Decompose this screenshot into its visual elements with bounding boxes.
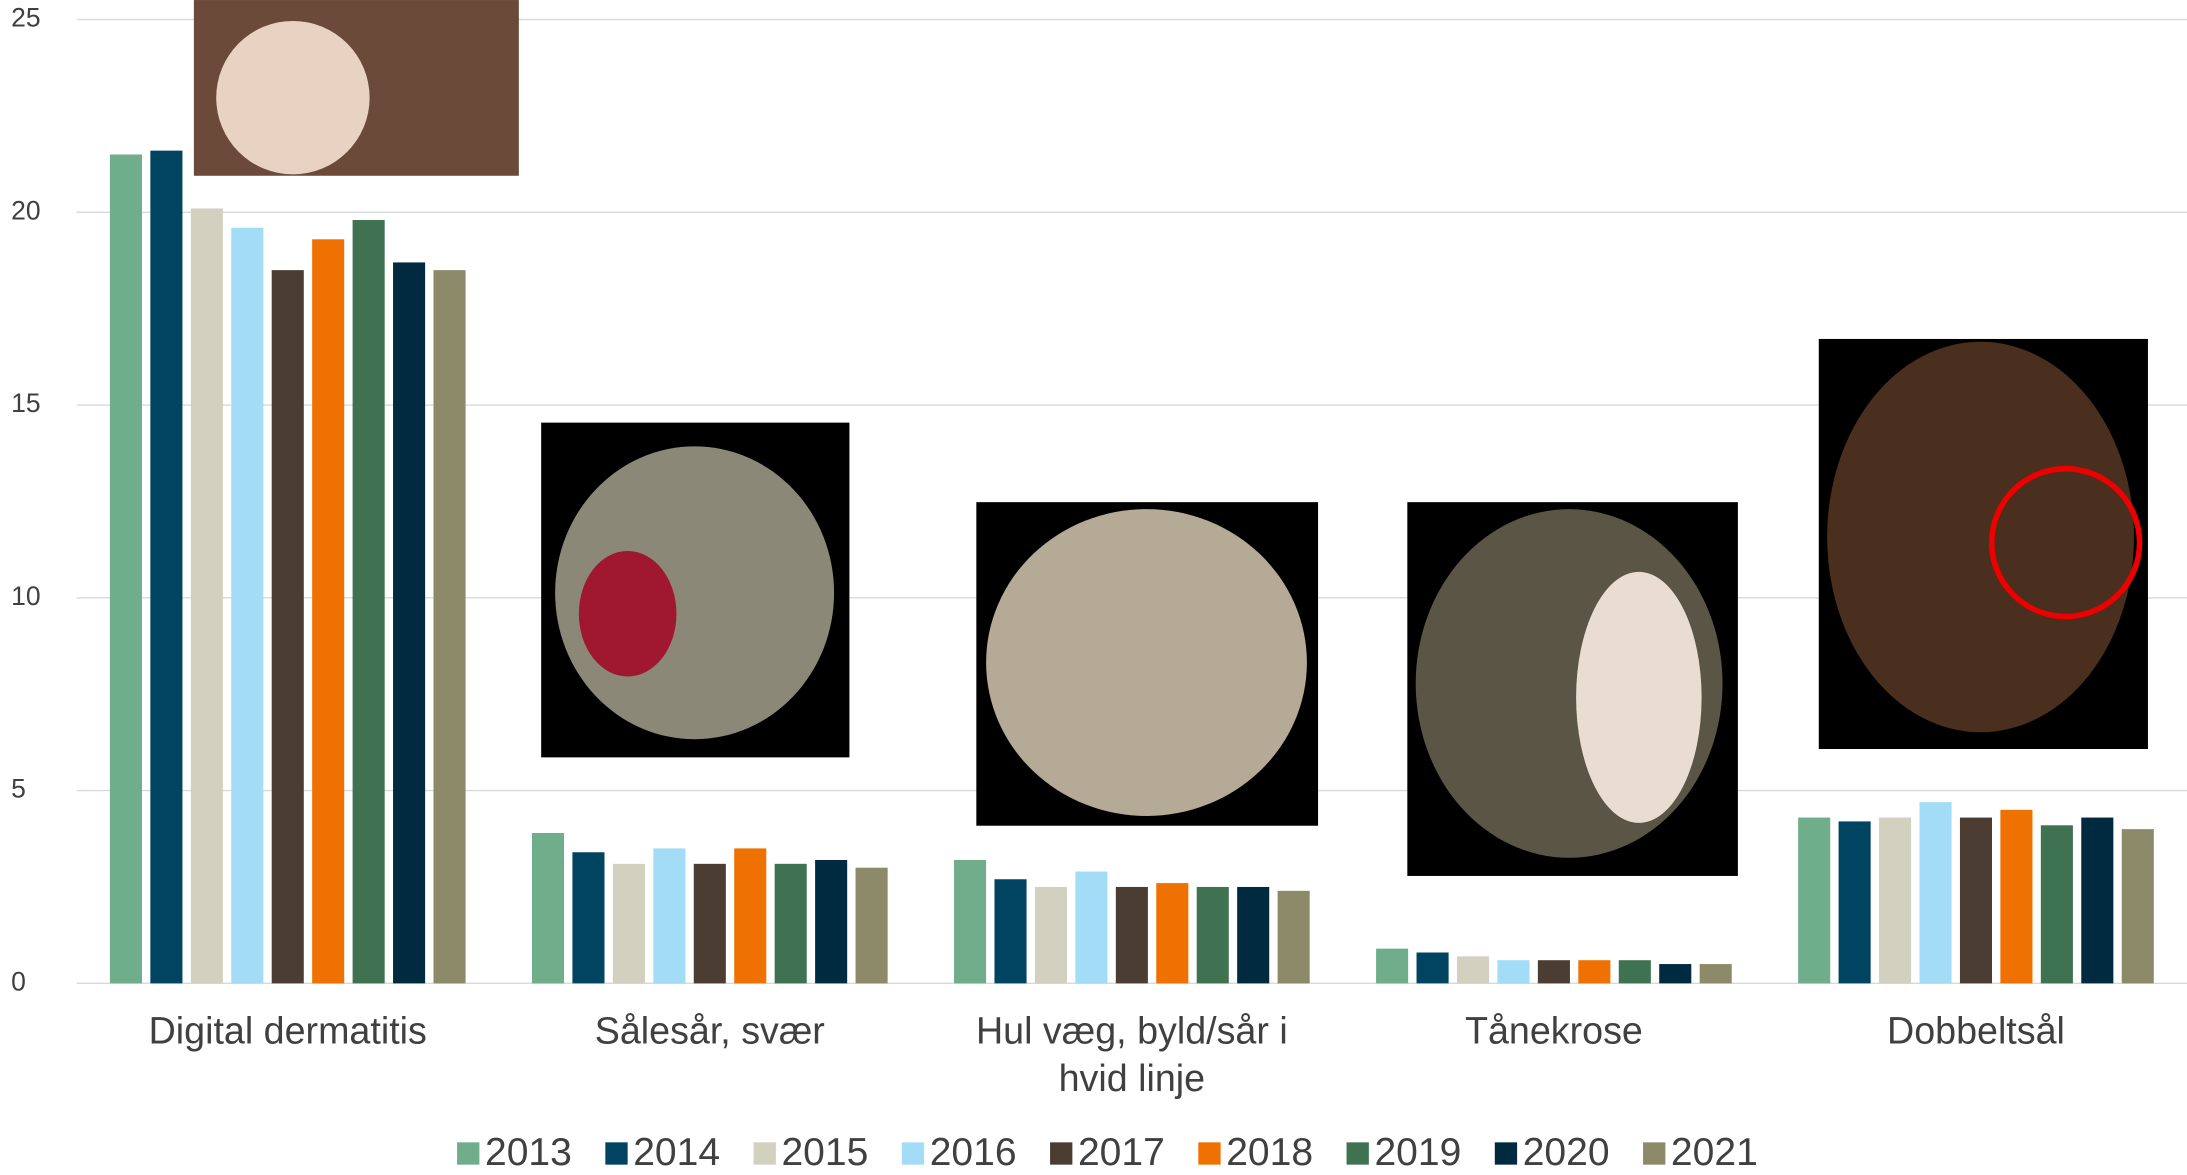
- bar: [272, 270, 304, 983]
- bar: [1879, 818, 1911, 984]
- bar: [2122, 829, 2154, 983]
- bar: [1417, 952, 1449, 983]
- bar: [110, 154, 142, 983]
- legend-swatch: [605, 1142, 627, 1164]
- bar: [1035, 887, 1067, 983]
- x-tick-label: Tånekrose: [1465, 1010, 1643, 1052]
- bar: [1619, 960, 1651, 983]
- legend-swatch: [1495, 1142, 1517, 1164]
- bar: [1700, 964, 1732, 983]
- legend-label: 2014: [633, 1131, 720, 1174]
- y-tick-label: 15: [11, 388, 40, 418]
- legend-label: 2019: [1374, 1131, 1461, 1174]
- bar: [353, 220, 385, 983]
- bar: [775, 864, 807, 984]
- bar: [653, 848, 685, 983]
- photo-detail: [579, 551, 677, 677]
- bar: [954, 860, 986, 983]
- bar: [572, 852, 604, 983]
- bar: [1197, 887, 1229, 983]
- bar: [856, 868, 888, 984]
- bar: [1659, 964, 1691, 983]
- bar: [734, 848, 766, 983]
- y-tick-label: 10: [11, 581, 40, 611]
- bar: [1960, 818, 1992, 984]
- bar: [433, 270, 465, 983]
- bar: [613, 864, 645, 984]
- legend-label: 2016: [930, 1131, 1017, 1174]
- bar: [2000, 810, 2032, 983]
- bar: [1839, 821, 1871, 983]
- bar: [1497, 960, 1529, 983]
- bar: [694, 864, 726, 984]
- legend-label: 2020: [1523, 1131, 1610, 1174]
- legend-swatch: [457, 1142, 479, 1164]
- legend-swatch: [1643, 1142, 1665, 1164]
- bar: [1278, 891, 1310, 984]
- bar: [191, 208, 223, 983]
- photos: [194, 0, 2148, 876]
- chart: 0 5 10 15 20 25 Digital dermatitis Sålesår, svæ…: [0, 0, 2187, 1175]
- bar: [393, 262, 425, 983]
- bar: [1457, 956, 1489, 983]
- bar: [994, 879, 1026, 983]
- bar: [1075, 872, 1107, 984]
- photo-detail: [1827, 342, 2134, 733]
- bar: [1156, 883, 1188, 983]
- y-tick-label: 25: [11, 3, 40, 33]
- y-tick-label: 20: [11, 195, 40, 225]
- photo-detail: [986, 509, 1307, 816]
- bar: [2081, 818, 2113, 984]
- legend-swatch: [1347, 1142, 1369, 1164]
- y-tick-label: 0: [11, 966, 26, 996]
- bar: [1538, 960, 1570, 983]
- legend-label: 2018: [1226, 1131, 1313, 1174]
- bar: [150, 151, 182, 984]
- bar: [1798, 818, 1830, 984]
- bar: [815, 860, 847, 983]
- bar: [1116, 887, 1148, 983]
- x-tick-label: Digital dermatitis: [149, 1010, 427, 1052]
- bar: [1919, 802, 1951, 983]
- bar: [532, 833, 564, 983]
- x-tick-label: Dobbeltsål: [1887, 1010, 2065, 1052]
- legend-swatch: [1050, 1142, 1072, 1164]
- legend-swatch: [754, 1142, 776, 1164]
- legend-label: 2017: [1078, 1131, 1165, 1174]
- bar: [231, 228, 263, 984]
- legend-label: 2021: [1671, 1131, 1758, 1174]
- legend-label: 2015: [781, 1131, 868, 1174]
- bar: [2041, 825, 2073, 983]
- bar: [1578, 960, 1610, 983]
- bar: [1237, 887, 1269, 983]
- photo-detail: [216, 21, 369, 174]
- legend-swatch: [902, 1142, 924, 1164]
- photo-detail: [1576, 572, 1702, 823]
- legend: 2013 2014 2015 2016 2017 2018 2019 2020 2021: [457, 1131, 1758, 1174]
- x-tick-label: Sålesår, svær: [595, 1010, 825, 1052]
- legend-swatch: [1198, 1142, 1220, 1164]
- y-tick-label: 5: [11, 774, 26, 804]
- bar: [312, 239, 344, 983]
- bar: [1376, 949, 1408, 984]
- legend-label: 2013: [485, 1131, 572, 1174]
